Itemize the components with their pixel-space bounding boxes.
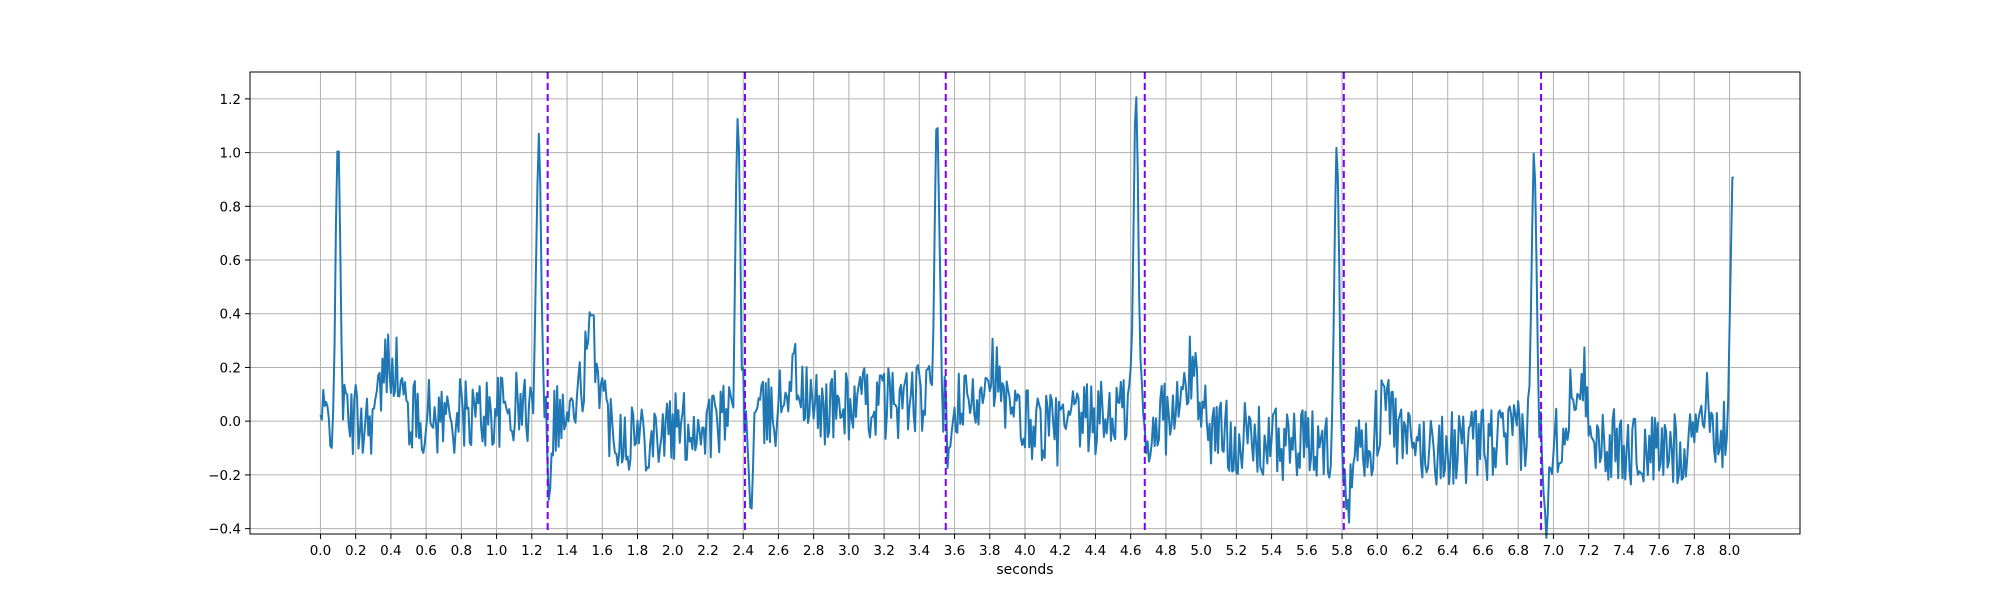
x-tick-label: 4.8: [1155, 543, 1176, 559]
y-tick-label: 0.0: [220, 414, 241, 430]
x-tick-label: 6.0: [1367, 543, 1388, 559]
y-tick-label: 0.6: [220, 253, 241, 269]
y-tick-label: 1.2: [220, 92, 241, 108]
x-tick-label: 1.0: [486, 543, 507, 559]
x-axis-ticks: 0.0 0.2 0.4 0.6 0.8 1.0 1.2 1.4 1.6 1.8 2.0 2.2 2.4 2…: [310, 534, 1740, 559]
x-tick-label: 5.4: [1261, 543, 1282, 559]
x-tick-label: 2.4: [732, 543, 753, 559]
x-tick-label: 4.4: [1085, 543, 1106, 559]
x-tick-label: 7.4: [1613, 543, 1634, 559]
x-tick-label: 1.8: [627, 543, 648, 559]
signal-series-line: [319, 96, 1735, 539]
x-tick-label: 2.8: [803, 543, 824, 559]
x-tick-label: 0.8: [451, 543, 472, 559]
y-tick-label: 1.0: [220, 146, 241, 162]
x-tick-label: 5.8: [1331, 543, 1352, 559]
x-tick-label: 8.0: [1719, 543, 1740, 559]
x-tick-label: 3.8: [979, 543, 1000, 559]
x-tick-label: 3.4: [909, 543, 930, 559]
x-tick-label: 7.0: [1543, 543, 1564, 559]
series-layer: [319, 96, 1735, 539]
x-tick-label: 6.6: [1472, 543, 1493, 559]
x-tick-label: 7.2: [1578, 543, 1599, 559]
y-axis-ticks: −0.4 −0.2 0.0 0.2 0.4 0.6 0.8 1.0 1.2: [208, 92, 250, 538]
x-tick-label: 3.6: [944, 543, 965, 559]
x-tick-label: 2.0: [662, 543, 683, 559]
x-tick-label: 6.8: [1507, 543, 1528, 559]
x-tick-label: 7.6: [1648, 543, 1669, 559]
x-tick-label: 0.6: [415, 543, 436, 559]
x-tick-label: 4.6: [1120, 543, 1141, 559]
x-tick-label: 0.2: [345, 543, 366, 559]
x-tick-label: 6.2: [1402, 543, 1423, 559]
x-tick-label: 7.8: [1684, 543, 1705, 559]
x-tick-label: 0.0: [310, 543, 331, 559]
x-tick-label: 1.2: [521, 543, 542, 559]
x-tick-label: 1.4: [556, 543, 577, 559]
x-tick-label: 2.2: [697, 543, 718, 559]
x-tick-label: 5.2: [1226, 543, 1247, 559]
x-tick-label: 1.6: [592, 543, 613, 559]
x-tick-label: 0.4: [380, 543, 401, 559]
x-tick-label: 5.6: [1296, 543, 1317, 559]
x-tick-label: 4.2: [1049, 543, 1070, 559]
x-tick-label: 2.6: [768, 543, 789, 559]
x-tick-label: 3.2: [873, 543, 894, 559]
x-axis-title: seconds: [996, 562, 1053, 578]
marker-lines: [546, 72, 1543, 534]
y-tick-label: 0.2: [220, 360, 241, 376]
x-tick-label: 6.4: [1437, 543, 1458, 559]
x-tick-label: 4.0: [1014, 543, 1035, 559]
y-tick-label: 0.4: [220, 307, 241, 323]
y-tick-label: −0.4: [208, 522, 241, 538]
x-tick-label: 5.0: [1190, 543, 1211, 559]
x-tick-label: 3.0: [838, 543, 859, 559]
y-tick-label: 0.8: [220, 199, 241, 215]
y-tick-label: −0.2: [208, 468, 241, 484]
